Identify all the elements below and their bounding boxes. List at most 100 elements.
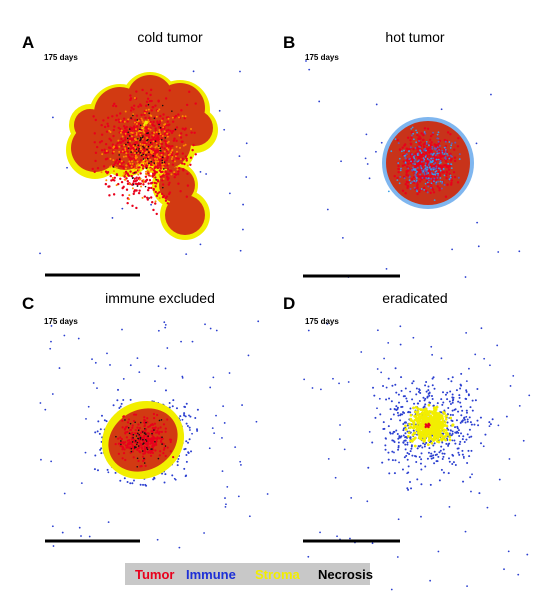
cell <box>450 434 453 437</box>
cell <box>154 449 157 452</box>
cell <box>503 568 505 571</box>
cell <box>183 412 186 415</box>
cell <box>148 151 150 153</box>
cell <box>137 445 140 447</box>
cell <box>446 183 449 186</box>
cell <box>397 414 400 417</box>
cell <box>489 423 492 426</box>
cell <box>109 131 112 134</box>
cell <box>477 424 480 427</box>
cell <box>151 445 154 448</box>
cell <box>426 157 429 160</box>
cell <box>140 447 144 450</box>
cell <box>449 159 453 162</box>
cell <box>154 157 157 160</box>
cell <box>154 176 157 179</box>
cell <box>403 155 406 157</box>
cell <box>401 164 405 167</box>
cell <box>154 146 157 149</box>
cell <box>422 157 425 159</box>
cell <box>397 448 400 451</box>
cell <box>143 147 145 149</box>
cell <box>147 135 151 139</box>
cell <box>115 144 118 147</box>
cell <box>140 148 143 151</box>
cell <box>151 432 153 435</box>
cell <box>118 164 122 168</box>
cell <box>189 429 191 431</box>
cell <box>223 422 226 424</box>
cell <box>466 585 468 588</box>
cell <box>98 432 101 435</box>
cell <box>153 170 157 173</box>
cell <box>430 411 434 414</box>
cell <box>421 176 424 179</box>
cell <box>128 156 131 159</box>
cell <box>406 443 409 446</box>
cell <box>132 180 136 183</box>
cell <box>488 421 491 424</box>
cell <box>128 160 131 163</box>
cell <box>117 160 121 164</box>
cell <box>162 174 165 177</box>
cell <box>438 174 442 177</box>
cell <box>100 171 103 174</box>
cell <box>458 435 461 438</box>
cell <box>512 374 515 377</box>
cell <box>413 160 416 163</box>
cell <box>474 353 477 356</box>
cell <box>149 128 152 131</box>
cell <box>402 411 405 414</box>
cell <box>128 443 131 446</box>
cell <box>189 163 192 166</box>
cell <box>85 417 87 420</box>
cell <box>336 535 338 538</box>
cell <box>120 129 123 132</box>
cell <box>409 187 412 190</box>
cell <box>428 409 432 413</box>
cell <box>117 437 120 440</box>
cell <box>209 386 212 389</box>
cell <box>371 441 374 444</box>
cell <box>415 412 419 416</box>
cell <box>151 105 155 109</box>
cell <box>136 448 139 451</box>
cell <box>194 102 197 105</box>
cell <box>409 407 412 410</box>
cell <box>338 438 341 440</box>
cell <box>427 435 431 439</box>
cell <box>135 443 138 446</box>
cell <box>394 367 397 370</box>
cell <box>145 167 148 169</box>
cell <box>410 445 413 448</box>
cell <box>100 123 103 127</box>
cell <box>140 185 143 188</box>
cell <box>443 174 446 177</box>
cell <box>146 417 149 420</box>
cell <box>142 158 145 160</box>
cell <box>424 384 427 387</box>
cell <box>138 150 140 152</box>
cell <box>138 440 141 444</box>
cell <box>181 418 184 421</box>
cell <box>403 163 407 167</box>
cell <box>132 437 134 439</box>
cell <box>175 139 178 143</box>
cell <box>124 167 127 170</box>
cell <box>91 167 94 171</box>
cell <box>155 443 158 446</box>
cell <box>434 419 438 423</box>
cell <box>410 127 413 130</box>
cell <box>419 437 423 441</box>
cell <box>141 119 144 122</box>
cell <box>137 130 140 133</box>
cell <box>437 550 440 553</box>
cell <box>196 408 199 411</box>
cell <box>154 134 157 137</box>
cell <box>126 137 129 140</box>
cell <box>446 413 449 416</box>
cell <box>428 401 431 404</box>
cell <box>151 423 155 426</box>
cell <box>163 446 166 450</box>
cell <box>156 120 159 123</box>
